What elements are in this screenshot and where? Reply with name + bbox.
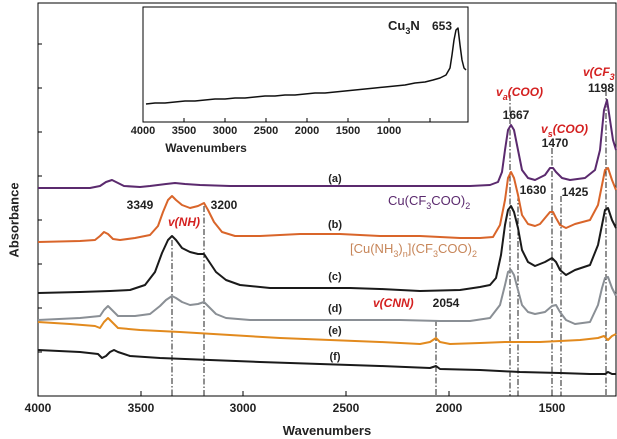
inset-spectrum [145, 27, 467, 105]
inset-x-tick: 3000 [213, 125, 237, 137]
peak-label-3349: 3349 [127, 198, 154, 212]
x-tick-label: 3500 [128, 401, 155, 415]
assignment-va-coo: va(COO) [496, 85, 543, 102]
spectrum-f [37, 349, 616, 375]
x-tick-label: 3000 [230, 401, 257, 415]
compound-label-b: [Cu(NH3)n](CF3COO)2 [350, 241, 477, 259]
guide-lines [171, 90, 607, 396]
inset-x-tick: 1000 [377, 125, 401, 137]
spectrum-c [37, 205, 617, 294]
inset-frame [142, 6, 469, 123]
plot-frame [37, 2, 617, 397]
series-label-e: (e) [328, 325, 342, 337]
y-ticks [38, 43, 42, 353]
peak-label-1198: 1198 [588, 81, 614, 95]
inset-x-tick: 4000 [131, 125, 155, 137]
series-label-a: (a) [328, 173, 342, 185]
x-axis-label: Wavenumbers [283, 423, 371, 438]
series-label-b: (b) [328, 219, 342, 231]
peak-label-1470: 1470 [542, 136, 569, 150]
assignment-vnh: v(NH) [168, 215, 200, 229]
peak-label-2054: 2054 [433, 296, 460, 310]
inset-x-tick: 2000 [295, 125, 319, 137]
assignment-vs-coo: vs(COO) [541, 122, 588, 139]
peak-label-1630: 1630 [520, 183, 547, 197]
inset-x-label: Wavenumbers [165, 141, 247, 155]
x-ticks [37, 391, 553, 396]
y-axis-label: Absorbance [6, 182, 22, 258]
assignment-vcnn: v(CNN) [373, 296, 414, 310]
inset-peak-label: 653 [432, 19, 452, 33]
peak-label-3200: 3200 [211, 198, 238, 212]
inset-x-tick: 1500 [336, 125, 360, 137]
compound-label-a: Cu(CF3COO)2 [388, 193, 470, 211]
inset-title: Cu3N [388, 18, 420, 36]
spectrum-d [37, 269, 617, 325]
series-label-f: (f) [330, 351, 341, 363]
x-tick-label: 2000 [436, 401, 463, 415]
assignment-vcf3: v(CF3 [583, 65, 615, 82]
inset-chart: 4000 3500 3000 2500 2000 1500 1000 Waven… [131, 6, 469, 155]
inset-x-tick: 2500 [254, 125, 278, 137]
x-tick-label: 1500 [539, 401, 566, 415]
peak-label-1425: 1425 [562, 185, 589, 199]
peak-label-1667: 1667 [503, 108, 530, 122]
spectrum-b [37, 167, 617, 243]
x-tick-label: 4000 [25, 401, 52, 415]
y-axis-label-box: Absorbance [2, 120, 26, 320]
series-label-d: (d) [328, 303, 342, 315]
inset-x-tick: 3500 [172, 125, 196, 137]
series-label-c: (c) [328, 271, 342, 283]
x-tick-label: 2500 [333, 401, 360, 415]
spectrum-e [37, 317, 617, 345]
spectrum-a [38, 99, 617, 189]
